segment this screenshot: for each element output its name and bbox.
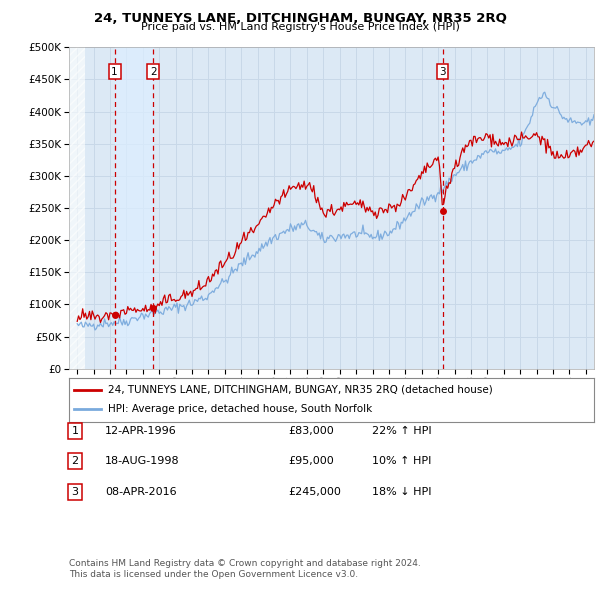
Text: Contains HM Land Registry data © Crown copyright and database right 2024.: Contains HM Land Registry data © Crown c…: [69, 559, 421, 568]
Text: 18% ↓ HPI: 18% ↓ HPI: [372, 487, 431, 497]
Text: 12-APR-1996: 12-APR-1996: [105, 426, 177, 435]
Text: 22% ↑ HPI: 22% ↑ HPI: [372, 426, 431, 435]
Bar: [69, 47, 85, 369]
Text: 1: 1: [71, 426, 79, 435]
Text: 2: 2: [150, 67, 157, 77]
Text: 08-APR-2016: 08-APR-2016: [105, 487, 176, 497]
Text: 1: 1: [111, 67, 118, 77]
Bar: [442, 47, 443, 369]
Text: HPI: Average price, detached house, South Norfolk: HPI: Average price, detached house, Sout…: [109, 405, 373, 414]
Text: 3: 3: [439, 67, 446, 77]
Text: 3: 3: [71, 487, 79, 497]
Text: Price paid vs. HM Land Registry's House Price Index (HPI): Price paid vs. HM Land Registry's House …: [140, 22, 460, 32]
Text: £245,000: £245,000: [288, 487, 341, 497]
Text: 18-AUG-1998: 18-AUG-1998: [105, 457, 179, 466]
Text: 24, TUNNEYS LANE, DITCHINGHAM, BUNGAY, NR35 2RQ: 24, TUNNEYS LANE, DITCHINGHAM, BUNGAY, N…: [94, 12, 506, 25]
Text: £95,000: £95,000: [288, 457, 334, 466]
Text: 2: 2: [71, 457, 79, 466]
Bar: [115, 47, 153, 369]
Text: £83,000: £83,000: [288, 426, 334, 435]
Text: This data is licensed under the Open Government Licence v3.0.: This data is licensed under the Open Gov…: [69, 571, 358, 579]
Text: 24, TUNNEYS LANE, DITCHINGHAM, BUNGAY, NR35 2RQ (detached house): 24, TUNNEYS LANE, DITCHINGHAM, BUNGAY, N…: [109, 385, 493, 395]
Text: 10% ↑ HPI: 10% ↑ HPI: [372, 457, 431, 466]
